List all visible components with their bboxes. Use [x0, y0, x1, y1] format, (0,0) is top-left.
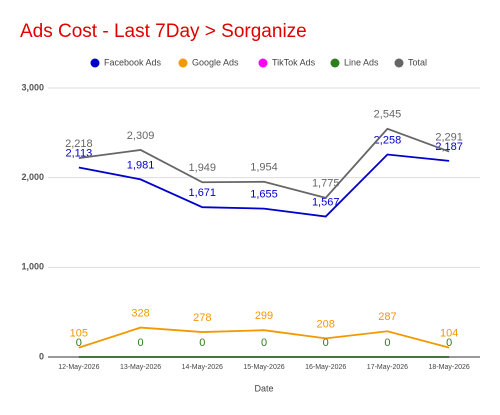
- legend-marker: [330, 58, 340, 68]
- x-tick-label: 13-May-2026: [120, 364, 161, 371]
- data-label: 2,291: [435, 131, 463, 143]
- data-label: 1,671: [189, 187, 217, 199]
- data-label: 0: [261, 337, 267, 349]
- x-tick-label: 17-May-2026: [367, 364, 408, 371]
- chart-title: Ads Cost - Last 7Day > Sorganize: [20, 21, 307, 42]
- data-label: 104: [440, 328, 458, 340]
- x-tick-label: 16-May-2026: [305, 364, 346, 371]
- data-label: 1,949: [189, 162, 217, 174]
- data-label: 1,981: [127, 159, 155, 171]
- legend-label: Line Ads: [344, 57, 379, 67]
- data-label: 287: [378, 311, 396, 323]
- legend-label: Google Ads: [192, 57, 239, 67]
- x-tick-label: 18-May-2026: [429, 364, 470, 371]
- data-label: 1,655: [250, 189, 278, 201]
- data-label: 328: [131, 307, 149, 319]
- series-line: [78, 153, 450, 218]
- series-line: [78, 127, 450, 199]
- data-label: 0: [138, 337, 144, 349]
- series-line: [78, 326, 450, 349]
- data-label: 0: [446, 337, 452, 349]
- x-tick-label: 14-May-2026: [182, 364, 223, 371]
- data-label: 0: [199, 337, 205, 349]
- data-label: 299: [255, 310, 273, 322]
- x-tick-label: 15-May-2026: [243, 364, 284, 371]
- legend-label: Total: [408, 57, 427, 67]
- legend-marker: [178, 58, 188, 68]
- y-tick-label: 0: [39, 351, 44, 361]
- legend-marker: [258, 58, 268, 68]
- legend-label: Facebook Ads: [104, 57, 162, 67]
- x-tick-label: 12-May-2026: [58, 364, 99, 371]
- data-label: 1,567: [312, 196, 340, 208]
- data-label: 0: [76, 337, 82, 349]
- data-label: 2,218: [65, 138, 93, 150]
- data-label: 0: [384, 337, 390, 349]
- y-tick-label: 3,000: [21, 82, 44, 92]
- data-label: 1,775: [312, 178, 340, 190]
- data-label: 278: [193, 312, 211, 324]
- data-label: 1,954: [250, 162, 278, 174]
- legend-marker: [394, 58, 404, 68]
- y-tick-label: 1,000: [21, 262, 44, 272]
- legend-label: TikTok Ads: [272, 57, 316, 67]
- data-label: 0: [323, 337, 329, 349]
- y-tick-label: 2,000: [21, 172, 44, 182]
- data-label: 208: [317, 318, 335, 330]
- legend-marker: [90, 58, 100, 68]
- data-label: 2,309: [127, 130, 155, 142]
- data-label: 2,545: [374, 109, 402, 121]
- data-label: 105: [70, 327, 88, 339]
- x-axis-title: Date: [254, 383, 273, 393]
